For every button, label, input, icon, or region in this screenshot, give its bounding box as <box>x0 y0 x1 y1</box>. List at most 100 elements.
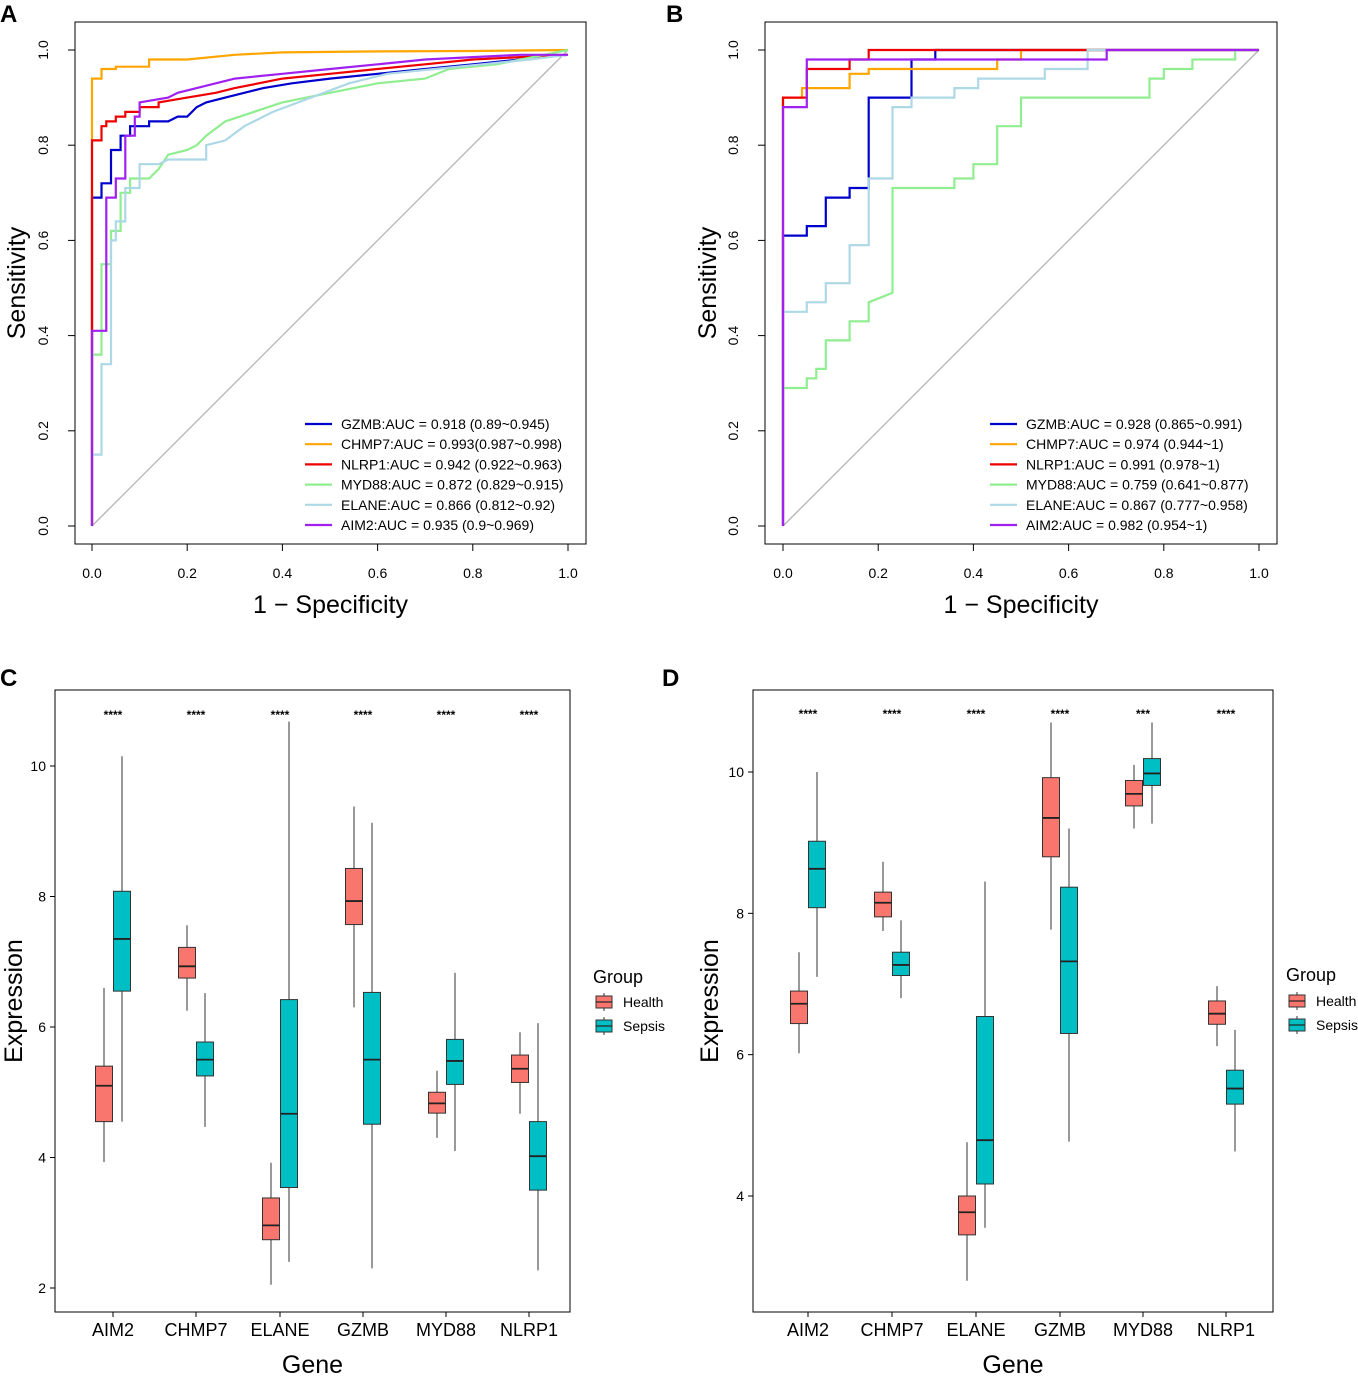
significance-label: **** <box>967 707 986 721</box>
y-tick-label: 0.0 <box>35 516 51 536</box>
significance-label: **** <box>1217 707 1236 721</box>
box-sepsis <box>1060 886 1078 1034</box>
y-tick-label: 4 <box>736 1188 744 1204</box>
x-tick-label: 0.4 <box>964 565 984 581</box>
box-health <box>345 867 363 926</box>
y-tick-label: 1.0 <box>725 40 741 60</box>
y-tick-label: 6 <box>736 1047 744 1063</box>
y-tick-label: 8 <box>38 889 46 905</box>
y-axis-title: Sensitivity <box>3 226 31 339</box>
x-tick-label: 0.8 <box>1154 565 1174 581</box>
y-tick-label: 0.8 <box>725 135 741 155</box>
x-tick-label: ELANE <box>250 1320 309 1340</box>
y-tick-label: 2 <box>38 1280 46 1296</box>
y-tick-label: 0.6 <box>725 230 741 250</box>
box-sepsis <box>113 890 131 992</box>
x-tick-label: 0.4 <box>273 565 293 581</box>
box-sepsis <box>892 951 910 977</box>
significance-label: **** <box>354 708 373 722</box>
legend-label: MYD88:AUC = 0.759 (0.641~0.877) <box>1026 477 1249 493</box>
legend-label: Sepsis <box>1316 1017 1358 1033</box>
y-tick-label: 0.4 <box>35 326 51 346</box>
significance-label: **** <box>1051 707 1070 721</box>
significance-label: **** <box>187 708 206 722</box>
box-sepsis <box>1143 758 1161 786</box>
x-tick-label: 0.0 <box>82 565 102 581</box>
y-tick-label: 0.8 <box>35 135 51 155</box>
x-tick-label: NLRP1 <box>500 1320 558 1340</box>
x-tick-label: 0.2 <box>177 565 197 581</box>
roc-curve-2 <box>781 48 1259 526</box>
x-axis-title: Gene <box>282 1351 343 1377</box>
x-tick-label: AIM2 <box>92 1320 134 1340</box>
x-tick-label: 1.0 <box>1249 565 1269 581</box>
y-tick-label: 0.4 <box>725 326 741 346</box>
y-axis-title: Expression <box>0 939 28 1063</box>
x-tick-label: 0.2 <box>868 565 888 581</box>
significance-label: **** <box>104 708 123 722</box>
roc-curve-5 <box>781 48 1259 526</box>
box-sepsis <box>446 1038 464 1085</box>
box-sepsis <box>363 991 381 1125</box>
y-tick-label: 6 <box>38 1019 46 1035</box>
x-tick-label: GZMB <box>337 1320 389 1340</box>
legend-label: AIM2:AUC = 0.935 (0.9~0.969) <box>341 517 534 533</box>
legend-label: AIM2:AUC = 0.982 (0.954~1) <box>1026 517 1207 533</box>
significance-label: **** <box>883 707 902 721</box>
x-tick-label: MYD88 <box>416 1320 476 1340</box>
x-tick-label: 0.0 <box>773 565 793 581</box>
legend-title: Group <box>1286 965 1336 985</box>
x-tick-label: 1.0 <box>558 565 578 581</box>
x-tick-label: GZMB <box>1034 1320 1086 1340</box>
legend-label: GZMB:AUC = 0.918 (0.89~0.945) <box>341 416 550 432</box>
box-sepsis <box>1226 1069 1244 1105</box>
legend-label: Sepsis <box>623 1018 665 1034</box>
y-tick-label: 1.0 <box>35 40 51 60</box>
box-sepsis <box>808 840 826 909</box>
y-tick-label: 0.2 <box>725 421 741 441</box>
legend-label: NLRP1:AUC = 0.942 (0.922~0.963) <box>341 456 562 472</box>
y-axis-title: Sensitivity <box>694 226 722 339</box>
roc-chart-a: 0.0 0.2 0.4 0.6 0.8 1.0 0.0 0.2 0.4 0.6 0.8 1.0 GZMB… <box>3 21 587 619</box>
legend-label: Health <box>623 994 663 1010</box>
y-tick-label: 10 <box>30 758 46 774</box>
box-sepsis <box>976 1016 994 1185</box>
panel-label-c: C <box>0 665 17 692</box>
plot-frame <box>752 689 1274 1313</box>
legend-label: ELANE:AUC = 0.866 (0.812~0.92) <box>341 497 555 513</box>
x-tick-label: MYD88 <box>1113 1320 1173 1340</box>
roc-curve-4 <box>90 53 569 526</box>
y-tick-label: 4 <box>38 1150 46 1166</box>
x-tick-label: 0.6 <box>368 565 388 581</box>
roc-curve-3 <box>781 48 1259 526</box>
box-health <box>95 1065 113 1123</box>
panel-label-d: D <box>662 665 679 692</box>
x-tick-label: NLRP1 <box>1197 1320 1255 1340</box>
roc-curve-1 <box>90 48 569 526</box>
x-tick-label: ELANE <box>946 1320 1005 1340</box>
legend-label: Health <box>1316 993 1356 1009</box>
x-tick-label: 0.8 <box>463 565 483 581</box>
boxplot-chart-d: 4 6 8 10 AIM2 **** CHMP7 **** ELANE **** GZMB **** M… <box>696 689 1358 1377</box>
box-health <box>874 891 892 918</box>
x-tick-label: CHMP7 <box>164 1320 227 1340</box>
significance-label: **** <box>271 708 290 722</box>
x-axis-title: 1 − Specificity <box>253 591 408 619</box>
box-health <box>790 990 808 1025</box>
roc-curve-5 <box>90 53 568 526</box>
y-tick-label: 0.6 <box>35 230 51 250</box>
legend-label: ELANE:AUC = 0.867 (0.777~0.958) <box>1026 497 1248 513</box>
panel-label-a: A <box>0 1 17 28</box>
legend-label: MYD88:AUC = 0.872 (0.829~0.915) <box>341 477 564 493</box>
roc-curve-0 <box>90 53 569 526</box>
legend-label: CHMP7:AUC = 0.974 (0.944~1) <box>1026 436 1224 452</box>
legend-label: GZMB:AUC = 0.928 (0.865~0.991) <box>1026 416 1242 432</box>
x-tick-label: 0.6 <box>1059 565 1079 581</box>
reference-diagonal <box>91 49 569 527</box>
roc-curve-4 <box>781 48 1259 526</box>
plot-frame <box>74 21 587 545</box>
significance-label: *** <box>1136 707 1150 721</box>
reference-diagonal <box>782 49 1260 527</box>
legend-title: Group <box>593 967 643 987</box>
